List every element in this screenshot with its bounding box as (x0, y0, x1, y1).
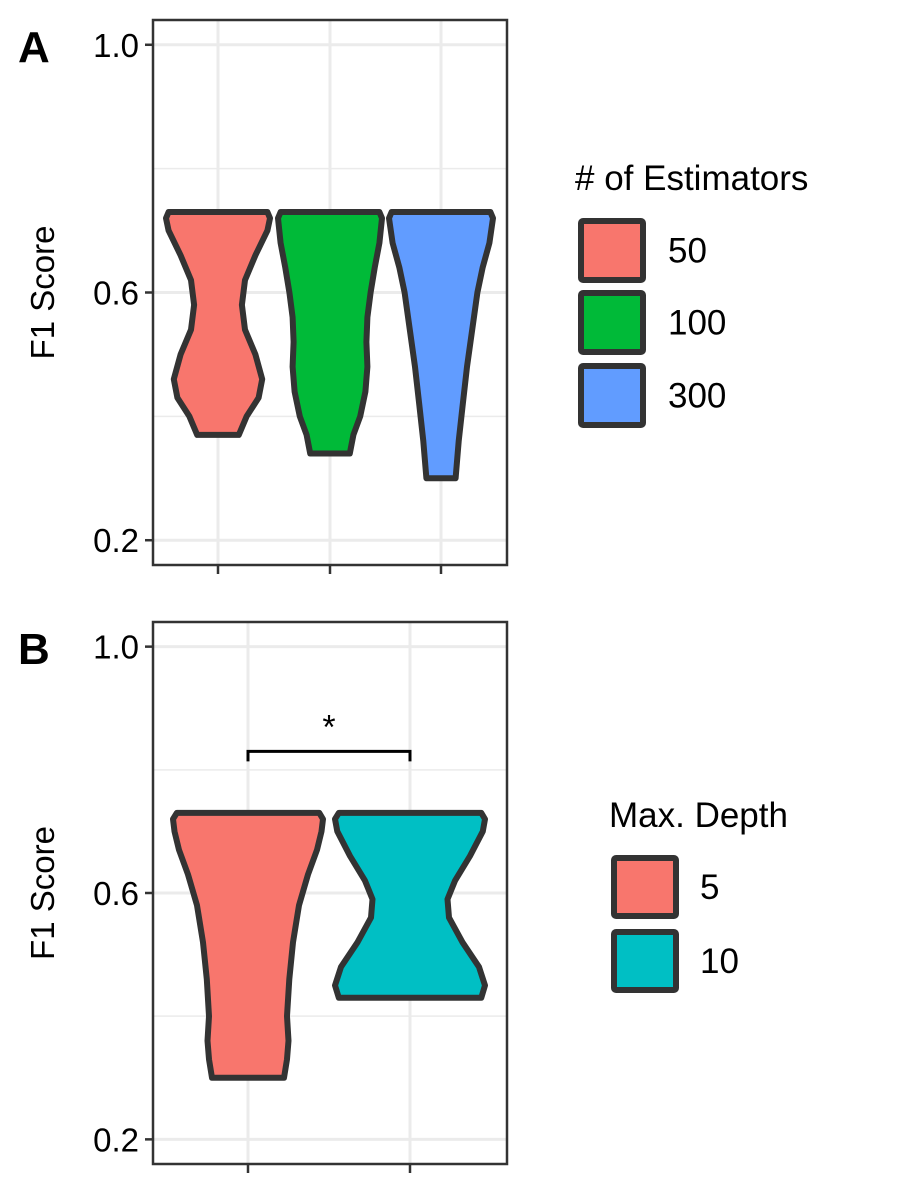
legend: Max. Depth 5 10 (609, 796, 788, 993)
significance-label: * (322, 708, 335, 746)
violin-300 (386, 209, 496, 482)
violin-50 (163, 209, 273, 438)
legend-title: # of Estimators (575, 159, 808, 198)
y-axis-title: F1 Score (24, 826, 61, 960)
legend-key-100 (578, 290, 646, 355)
legend-key-50 (578, 218, 646, 283)
legend-label: 100 (668, 304, 726, 343)
y-tick-label: 0.6 (93, 275, 139, 312)
legend-title: Max. Depth (609, 796, 788, 835)
y-axis-title: F1 Score (24, 226, 61, 360)
y-tick-label: 0.2 (93, 1121, 139, 1158)
legend-label: 5 (700, 868, 719, 907)
violin-5 (170, 809, 326, 1081)
y-tick-label: 1.0 (93, 27, 139, 64)
legend-key-5 (611, 855, 679, 919)
y-tick-label: 1.0 (93, 629, 139, 666)
violin-100 (275, 209, 385, 457)
y-tick-label: 0.2 (93, 522, 139, 559)
panel-letter: B (18, 625, 50, 674)
legend-label: 50 (668, 232, 707, 271)
violin-10 (332, 809, 488, 1001)
y-tick-label: 0.6 (93, 875, 139, 912)
legend-label: 10 (700, 942, 739, 981)
panel-B: * 0.2 0.6 1.0 F1 Score B Max. Depth 5 10 (18, 620, 788, 1173)
legend-key-10 (611, 929, 679, 993)
legend-label: 300 (668, 377, 726, 416)
legend: # of Estimators 50 100 300 (575, 159, 808, 428)
legend-key-300 (578, 363, 646, 428)
significance-bracket (246, 749, 412, 762)
panel-letter: A (18, 23, 50, 72)
panel-A: 0.2 0.6 1.0 F1 Score A # of Estimators 50 100 30… (18, 18, 808, 574)
